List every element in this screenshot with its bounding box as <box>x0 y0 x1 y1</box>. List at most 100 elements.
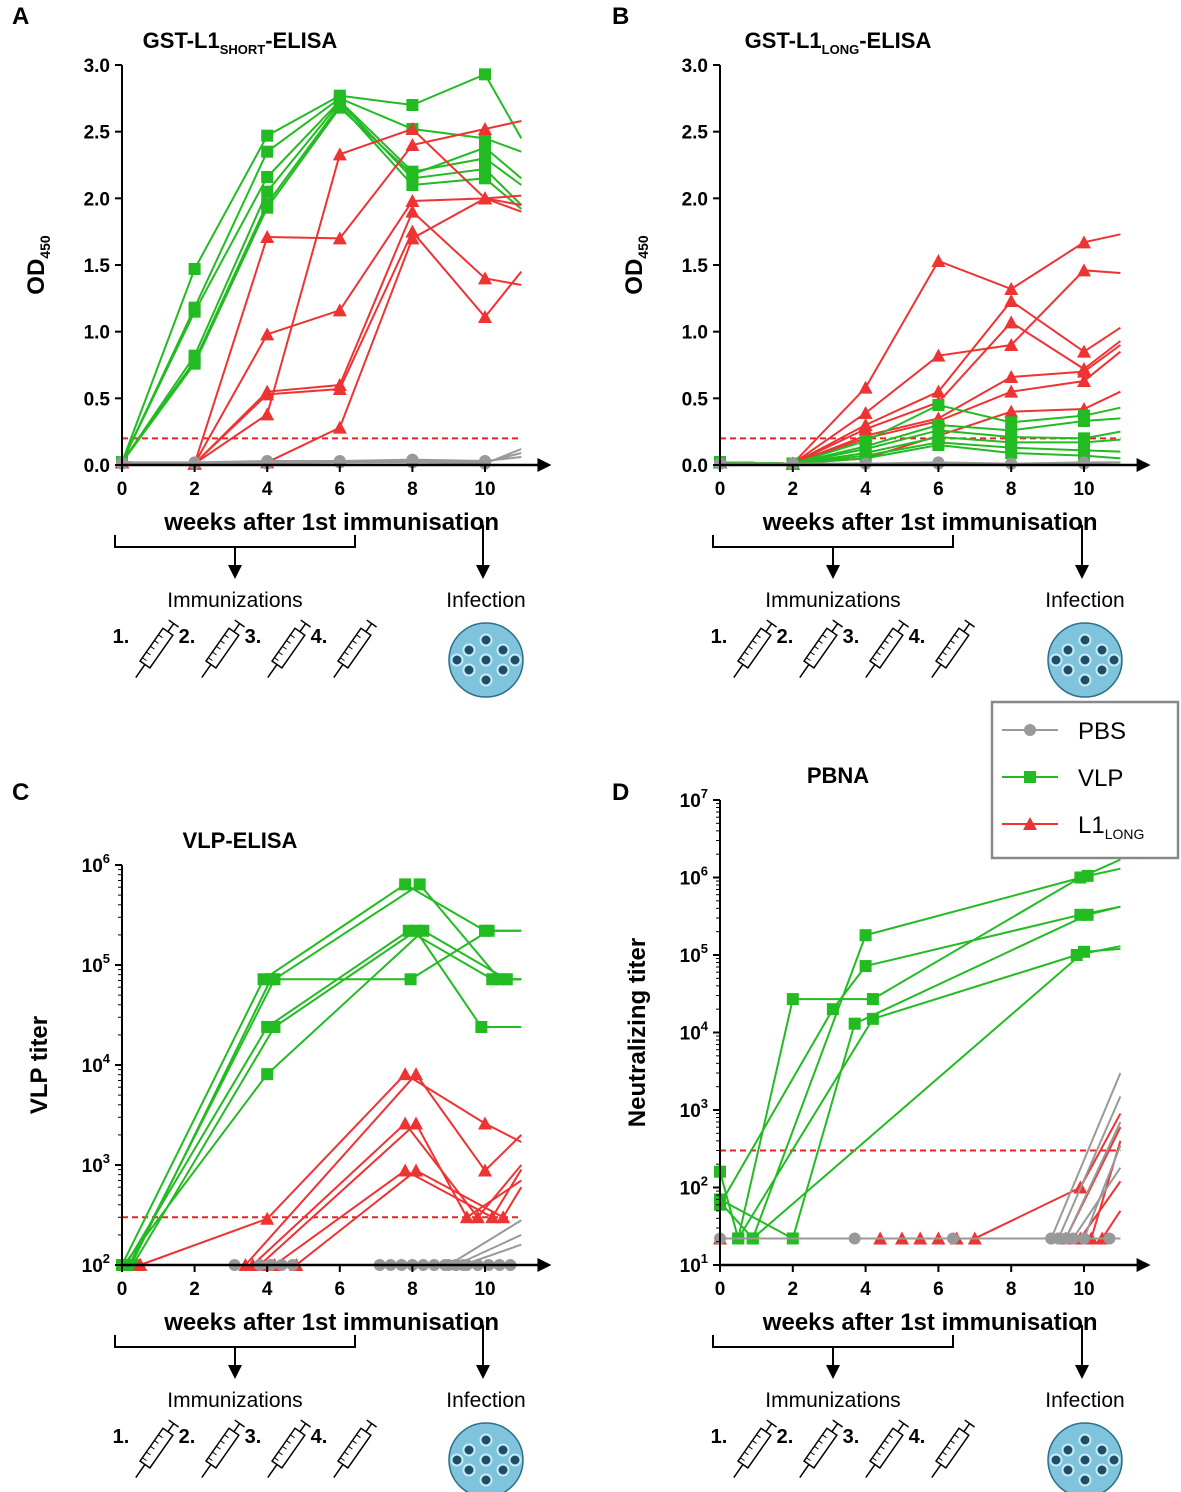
virus-capsomere <box>1061 1443 1075 1457</box>
syringe-plunger-head <box>832 1419 843 1428</box>
virus-capsomere <box>1095 1463 1109 1477</box>
syringe-tick <box>220 1440 225 1444</box>
syringe-barrel <box>935 627 970 669</box>
syringe-tick <box>942 1451 947 1456</box>
series-line-l1long <box>121 194 522 465</box>
syringe-needle <box>931 664 942 679</box>
syringe-icon <box>135 1419 179 1479</box>
syringe-tick <box>806 657 811 662</box>
y-tick-base: 10 <box>680 1256 701 1277</box>
data-point-vlp <box>479 152 491 165</box>
syringe-tick <box>880 645 885 650</box>
syringe-tick <box>756 1434 761 1439</box>
y-tick-exponent: 4 <box>103 1051 111 1066</box>
data-point-pbs <box>848 1232 861 1245</box>
x-tick-label: 8 <box>407 479 418 500</box>
virus-capsomere <box>1078 1453 1092 1467</box>
legend-box <box>990 700 1180 860</box>
virus-capsomere <box>496 1443 510 1457</box>
series-line-pbs <box>448 1219 522 1266</box>
timeline: Immunizations 1. 2. 3. 4. Infection <box>113 525 526 698</box>
x-tick-label: 0 <box>117 1279 128 1300</box>
legend-label-main: L1 <box>1078 812 1105 839</box>
virus-capsomere <box>1061 643 1075 657</box>
syringe-tick <box>142 1457 147 1462</box>
y-axis-label-main: Neutralizing titer <box>624 938 651 1127</box>
chart-title-subscript: SHORT <box>220 42 266 57</box>
data-point-vlp <box>475 1020 488 1033</box>
legend-label-main: PBS <box>1078 718 1126 745</box>
y-tick-label: 1.5 <box>84 256 111 277</box>
y-tick-base: 10 <box>680 791 701 812</box>
syringe-plunger-head <box>234 619 245 628</box>
syringe-number: 3. <box>843 626 860 648</box>
series-line-vlp <box>121 97 522 463</box>
x-tick-label: 6 <box>335 479 346 500</box>
syringe-plunger-head <box>168 1419 179 1428</box>
x-tick-label: 6 <box>933 479 944 500</box>
syringe-tick <box>212 1451 217 1456</box>
syringe-tick <box>748 645 753 650</box>
series-line-l1long <box>1101 1210 1122 1240</box>
y-tick-label: 3.0 <box>682 56 708 77</box>
data-point-l1long <box>478 310 492 323</box>
syringe-tick <box>154 1440 159 1444</box>
syringe-barrel <box>737 627 772 669</box>
legend-entry-vlp: VLP <box>1002 765 1123 792</box>
y-tick-label: 2.5 <box>84 123 111 144</box>
series-line-pbs <box>455 1233 522 1266</box>
virus-capsomere <box>479 673 493 687</box>
virus-capsomere <box>450 653 464 667</box>
syringe-tick <box>146 1451 151 1456</box>
syringe-tick <box>274 1457 279 1462</box>
series-line-vlp <box>121 99 522 463</box>
syringe-plunger <box>167 1423 175 1433</box>
data-point-vlp <box>479 141 491 154</box>
x-tick-label: 10 <box>1073 1279 1094 1300</box>
syringe-number: 4. <box>311 1426 328 1448</box>
data-point-vlp <box>264 973 277 986</box>
virus-capsomere <box>1107 653 1121 667</box>
immunizations-label: Immunizations <box>167 1389 302 1412</box>
syringe-barrel <box>935 1427 970 1469</box>
y-axis-label-main: VLP titer <box>26 1016 53 1114</box>
syringe-tick <box>740 1457 745 1462</box>
virus-capsomere <box>1078 633 1092 647</box>
y-tick-label: 3.0 <box>84 56 110 77</box>
y-tick-base: 10 <box>680 869 701 890</box>
y-tick-label: 1.0 <box>682 323 708 344</box>
syringe-icon <box>135 619 179 679</box>
virus-capsomere <box>1078 1473 1092 1487</box>
syringe-tick <box>286 640 291 644</box>
data-point-l1long <box>1077 235 1091 249</box>
chart-title-main: PBNA <box>807 763 869 788</box>
infection-label: Infection <box>1045 589 1124 612</box>
data-point-l1long <box>260 407 275 421</box>
data-point-l1long <box>332 147 347 161</box>
syringe-number: 1. <box>113 1426 130 1448</box>
data-point-vlp <box>479 68 491 81</box>
x-tick-label: 2 <box>788 479 799 500</box>
legend: PBS VLP L1LONG <box>990 700 1180 860</box>
x-tick-label: 10 <box>474 479 495 500</box>
x-tick-label: 0 <box>715 1279 726 1300</box>
virus-capsomere <box>479 1473 493 1487</box>
syringe-needle <box>135 664 146 679</box>
virus-capsomere <box>1049 653 1063 667</box>
syringe-tick <box>872 1457 877 1462</box>
panel-letter: A <box>12 3 29 30</box>
infection-label: Infection <box>446 1389 525 1412</box>
syringe-tick <box>752 1440 757 1444</box>
y-axis-label-subscript: 450 <box>635 235 651 259</box>
data-point-vlp <box>1078 945 1090 958</box>
series-group <box>115 68 523 470</box>
y-tick-base: 10 <box>82 1056 103 1077</box>
series-line-vlp <box>719 441 1121 465</box>
data-point-vlp <box>1081 869 1094 882</box>
y-tick-label: 105 <box>680 941 708 967</box>
y-tick-label: 0.0 <box>84 456 110 477</box>
data-point-l1long <box>1004 384 1019 398</box>
data-point-pbs <box>188 457 201 470</box>
